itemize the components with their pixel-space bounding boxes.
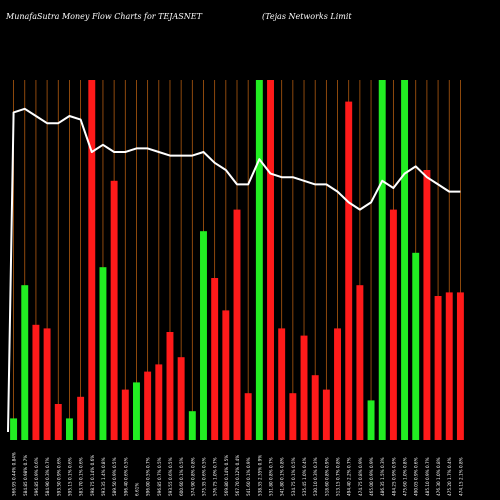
x-tick-label: 475.60 1.0% 0.8% <box>403 457 408 496</box>
money-flow-bar <box>222 310 230 440</box>
money-flow-bar <box>378 80 386 440</box>
x-tick-label: 600.60 0.1% 0.5% <box>179 457 184 496</box>
money-flow-bar <box>434 296 442 440</box>
money-flow-bar <box>110 180 118 441</box>
x-tick-label: 589.50 0.9% 0.5% <box>112 457 117 496</box>
money-flow-bar <box>144 371 152 440</box>
money-flow-bar <box>155 364 163 440</box>
money-flow-bar <box>322 389 330 440</box>
money-flow-bar <box>21 285 29 440</box>
money-flow-bar <box>99 267 107 440</box>
money-flow-bar <box>32 324 40 440</box>
money-flow-bar <box>300 335 308 440</box>
money-flow-bar <box>311 375 319 440</box>
x-tick-label: 534.75 0.1% 0.5% <box>291 457 296 496</box>
x-tick-label: 584.85 0.98% 0.7% <box>23 455 28 496</box>
money-flow-bar <box>65 418 73 440</box>
x-tick-label: 475.20 1.7% 0.4% <box>447 457 452 496</box>
x-tick-label: 595.15 0.1% 0.6% <box>67 457 72 496</box>
money-flow-bar <box>10 418 18 440</box>
money-flow-bar <box>133 382 140 440</box>
money-flow-bar <box>43 328 51 440</box>
price-line <box>7 107 461 433</box>
money-flow-bar <box>401 80 409 440</box>
money-flow-bar <box>88 80 96 440</box>
money-flow-bar <box>233 209 241 440</box>
x-tick-label: 566.95 0.44% 0.84% <box>12 452 17 496</box>
x-tick-label: 518.60 0.8% 0.9% <box>324 457 329 496</box>
money-flow-bar <box>412 252 420 440</box>
money-flow-bar <box>345 101 353 440</box>
x-tick-label: 596.40 0.6% 0.5% <box>123 457 128 496</box>
money-flow-bar <box>423 170 431 440</box>
x-tick-label: 567.70 0.12% 0.4% <box>235 455 240 496</box>
x-tick-label: 474.75 0.8% 0.9% <box>358 457 363 496</box>
chart-title: MunafaSutra Money Flow Charts for TEJASN… <box>6 12 202 21</box>
x-tick-labels: 566.95 0.44% 0.84% 584.85 0.98% 0.7% 596.8… <box>12 452 464 496</box>
money-flow-bar <box>289 393 297 440</box>
price-line-path <box>7 107 461 433</box>
money-flow-bar <box>244 393 252 440</box>
money-flow-bar <box>267 80 274 440</box>
money-flow-bar <box>367 400 375 440</box>
x-tick-label: 584.90 0.3% 0.7% <box>45 457 50 496</box>
x-tick-label: 6.61% <box>134 483 139 496</box>
x-tick-label: 596.00 0.5% 0.7% <box>146 457 151 496</box>
x-tick-label: 593.35 1.4% 0.8% <box>101 457 106 496</box>
x-tick-label: 513.15 0.7% 0.8% <box>336 457 341 496</box>
x-tick-label: 576.75 1.0% 0.7% <box>213 457 218 496</box>
x-tick-label: 535.45 1.0% 0.4% <box>302 457 307 496</box>
x-tick-label: 538.35 2.35% 0.9% <box>257 455 262 496</box>
money-flow-bar <box>445 292 453 440</box>
x-tick-label: 485.10 0.9% 0.7% <box>425 457 430 496</box>
x-tick-label: 494.40 2.2% 0.7% <box>347 457 352 496</box>
x-tick-label: 474.15 2.1% 0.8% <box>458 457 463 496</box>
x-tick-label: 541.80 0.1% 0.8% <box>280 457 285 496</box>
x-tick-label: 569.80 0.14% 0.5% <box>224 455 229 496</box>
money-flow-bar <box>177 357 185 440</box>
money-flow-bar <box>121 389 129 440</box>
x-tick-label: 531.80 0.8% 0.7% <box>269 457 274 496</box>
x-tick-label: 596.85 0.7% 0.5% <box>157 457 162 496</box>
x-tick-label: 598.75 0.14% 0.6% <box>90 455 95 496</box>
x-tick-label: 541.60 0.1% 0.9% <box>246 457 251 496</box>
money-flow-bar <box>456 292 464 440</box>
money-flow-bar <box>278 328 286 440</box>
x-tick-label: 574.90 0.8% 0.8% <box>190 457 195 496</box>
money-flow-bars <box>10 80 464 441</box>
company-name: (Tejas Networks Limit <box>262 12 352 21</box>
x-tick-label: 593.55 0.6% 0.5% <box>168 457 173 496</box>
x-tick-label: 596.85 0.9% 0.6% <box>34 457 39 496</box>
x-tick-label: 465.00 0.9% 0.9% <box>369 457 374 496</box>
x-tick-label: 583.70 0.1% 0.6% <box>79 457 84 496</box>
money-flow-bar <box>211 278 219 440</box>
x-tick-label: 484.25 0.9% 0.9% <box>391 457 396 496</box>
money-flow-bar <box>77 396 85 440</box>
money-flow-bar <box>255 80 263 440</box>
money-flow-bar <box>389 209 397 440</box>
x-tick-label: 490.05 0.9% 0.6% <box>414 457 419 496</box>
x-tick-label: 530.10 0.3% 0.3% <box>313 457 318 496</box>
money-flow-bar <box>200 231 207 440</box>
x-tick-label: 476.30 1.0% 0.8% <box>436 457 441 496</box>
money-flow-bar <box>334 328 341 440</box>
money-flow-bar <box>54 404 62 440</box>
x-tick-label: 575.35 0.6% 0.5% <box>201 457 206 496</box>
x-tick-label: 593.50 0.9% 0.6% <box>56 457 61 496</box>
x-tick-label: 486.35 1.5% 0.3% <box>380 457 385 496</box>
money-flow-bar <box>356 285 364 440</box>
money-flow-bar <box>188 411 196 440</box>
money-flow-bar <box>166 332 174 440</box>
